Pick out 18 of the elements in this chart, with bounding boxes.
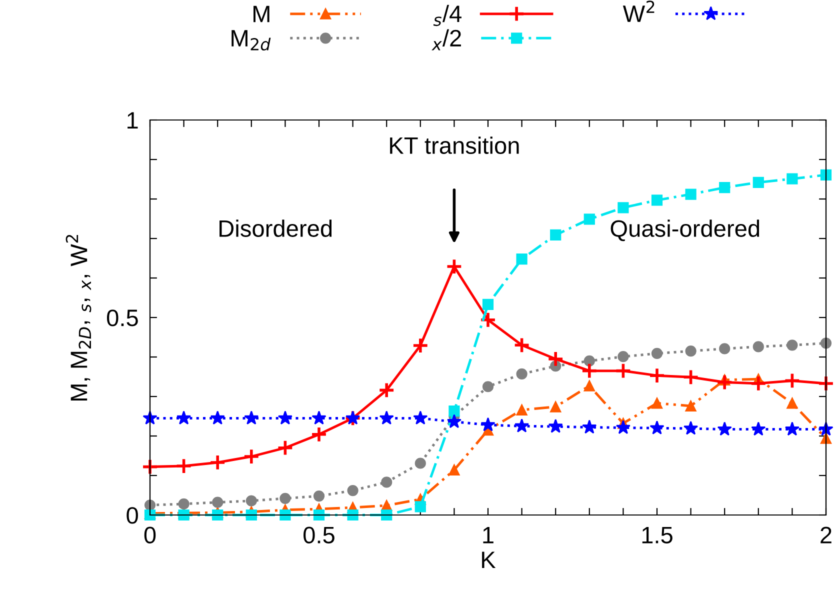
y-tick-label: 0.5 (106, 310, 138, 326)
annotation: Disordered (220, 220, 332, 237)
y-axis-title: M, M$_{2D}$, $_{s}$, $_{x}$, W$^{2}$ (66, 234, 92, 400)
y-tick-label: 1 (128, 112, 138, 129)
legend-label: M$_{2d}$ (232, 30, 271, 51)
annotation: Quasi-ordered (610, 220, 760, 242)
legend-label: $_{x}$/2 (432, 29, 461, 50)
x-tick-label: 1 (483, 526, 494, 544)
y-tick-label: 0 (126, 507, 138, 524)
x-tick-label: 0.5 (304, 526, 334, 544)
annotation: KT transition (390, 136, 519, 154)
legend-label: $_{s}$/4 (433, 4, 462, 26)
x-tick-label: 1.5 (642, 526, 672, 544)
x-tick-label: 2 (820, 526, 832, 544)
x-tick-label: 0 (144, 526, 156, 544)
legend-label: M (254, 6, 270, 22)
x-axis-title: K (482, 552, 496, 568)
legend-label: W$^{2}$ (622, 0, 654, 22)
